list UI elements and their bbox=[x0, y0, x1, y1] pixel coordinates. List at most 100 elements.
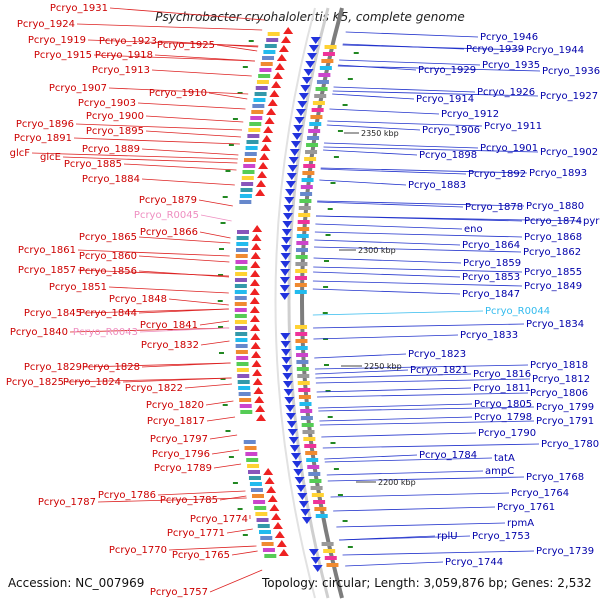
gene-label[interactable]: Pcryo_1840 bbox=[10, 327, 68, 338]
gene-label[interactable]: Pcryo_1861 bbox=[18, 245, 76, 256]
gene-label[interactable]: Pcryo_1849 bbox=[524, 281, 582, 292]
gene-label[interactable]: Pcryo_1883 bbox=[408, 180, 466, 191]
gene-label[interactable]: Pcryo_1898 bbox=[419, 150, 477, 161]
gene-label[interactable]: Pcryo_1893 bbox=[529, 168, 587, 179]
gene-label[interactable]: Pcryo_1913 bbox=[92, 65, 150, 76]
gene-label[interactable]: Pcryo_1805 bbox=[474, 399, 532, 410]
gene-label[interactable]: Pcryo_1753 bbox=[472, 531, 530, 542]
gene-label[interactable]: Pcryo_1919 bbox=[28, 35, 86, 46]
gene-label[interactable]: Pcryo_1806 bbox=[530, 388, 588, 399]
gene-label[interactable]: Pcryo_1798 bbox=[474, 412, 532, 423]
gene-label[interactable]: Pcryo_1911 bbox=[484, 121, 542, 132]
gene-label[interactable]: Pcryo_1926 bbox=[477, 87, 535, 98]
gene-label[interactable]: Pcryo_1822 bbox=[125, 383, 183, 394]
gene-label[interactable]: Pcryo_1868 bbox=[524, 232, 582, 243]
gene-label[interactable]: Pcryo_1821 bbox=[410, 365, 468, 376]
gene-label[interactable]: Pcryo_1892 bbox=[468, 169, 526, 180]
gene-label[interactable]: Pcryo_1860 bbox=[79, 251, 137, 262]
gene-label[interactable]: Pcryo_1789 bbox=[154, 463, 212, 474]
gene-label[interactable]: Pcryo_1900 bbox=[86, 111, 144, 122]
gene-label[interactable]: Pcryo_1874 bbox=[524, 216, 582, 227]
gene-label[interactable]: Pcryo_1770 bbox=[109, 545, 167, 556]
gene-label[interactable]: Pcryo_1811 bbox=[473, 383, 531, 394]
gene-label[interactable]: Pcryo_1862 bbox=[523, 247, 581, 258]
gene-label[interactable]: Pcryo_1757 bbox=[150, 587, 208, 598]
gene-label[interactable]: Pcryo_1907 bbox=[49, 83, 107, 94]
gene-label[interactable]: Pcryo_1939 bbox=[466, 44, 524, 55]
gene-label[interactable]: Pcryo_1784 bbox=[419, 450, 477, 461]
gene-label[interactable]: Pcryo_1812 bbox=[532, 374, 590, 385]
gene-label[interactable]: Pcryo_1851 bbox=[49, 282, 107, 293]
gene-label[interactable]: Pcryo_1833 bbox=[460, 330, 518, 341]
gene-label[interactable]: glcF bbox=[10, 148, 31, 159]
gene-label[interactable]: Pcryo_1825 bbox=[6, 377, 64, 388]
gene-label[interactable]: tatA bbox=[494, 453, 515, 464]
gene-label[interactable]: Pcryo_1820 bbox=[146, 400, 204, 411]
gene-label[interactable]: Pcryo_1889 bbox=[82, 144, 140, 155]
gene-label[interactable]: Pcryo_1764 bbox=[511, 488, 569, 499]
rna-label[interactable]: Pcryo_R0045 bbox=[134, 210, 199, 221]
gene-label[interactable]: Pcryo_1848 bbox=[109, 294, 167, 305]
gene-label[interactable]: Pcryo_1744 bbox=[445, 557, 503, 568]
gene-label[interactable]: pyrG bbox=[583, 216, 600, 227]
gene-label[interactable]: Pcryo_1935 bbox=[482, 60, 540, 71]
gene-label[interactable]: Pcryo_1828 bbox=[82, 362, 140, 373]
gene-label[interactable]: Pcryo_1818 bbox=[530, 360, 588, 371]
gene-label[interactable]: Pcryo_1903 bbox=[78, 98, 136, 109]
gene-label[interactable]: Pcryo_1845 bbox=[24, 308, 82, 319]
gene-label[interactable]: Pcryo_1891 bbox=[14, 133, 72, 144]
gene-label[interactable]: ampC bbox=[485, 466, 514, 477]
gene-label[interactable]: Pcryo_1856 bbox=[79, 266, 137, 277]
gene-label[interactable]: Pcryo_1797 bbox=[150, 434, 208, 445]
gene-label[interactable]: Pcryo_1864 bbox=[462, 240, 520, 251]
gene-label[interactable]: Pcryo_1901 bbox=[480, 143, 538, 154]
gene-label[interactable]: Pcryo_1823 bbox=[408, 349, 466, 360]
gene-label[interactable]: Pcryo_1765 bbox=[172, 550, 230, 561]
gene-label[interactable]: Pcryo_1796 bbox=[152, 449, 210, 460]
gene-label[interactable]: Pcryo_1929 bbox=[418, 65, 476, 76]
gene-label[interactable]: Pcryo_1879 bbox=[139, 195, 197, 206]
gene-label[interactable]: Pcryo_1791 bbox=[536, 416, 594, 427]
gene-label[interactable]: Pcryo_1914 bbox=[416, 94, 474, 105]
gene-label[interactable]: Pcryo_1927 bbox=[540, 91, 598, 102]
gene-label[interactable]: Pcryo_1910 bbox=[149, 88, 207, 99]
gene-label[interactable]: rpmA bbox=[507, 518, 534, 529]
gene-label[interactable]: Pcryo_1912 bbox=[441, 109, 499, 120]
rna-label[interactable]: Pcryo_R0044 bbox=[485, 306, 550, 317]
gene-label[interactable]: Pcryo_1936 bbox=[542, 66, 600, 77]
gene-label[interactable]: Pcryo_1925 bbox=[157, 40, 215, 51]
gene-label[interactable]: Pcryo_1786 bbox=[98, 490, 156, 501]
gene-label[interactable]: Pcryo_1739 bbox=[536, 546, 594, 557]
gene-label[interactable]: Pcryo_1790 bbox=[478, 428, 536, 439]
gene-label[interactable]: Pcryo_1799 bbox=[536, 402, 594, 413]
gene-label[interactable]: Pcryo_1859 bbox=[463, 258, 521, 269]
gene-label[interactable]: Pcryo_1902 bbox=[540, 147, 598, 158]
gene-label[interactable]: Pcryo_1946 bbox=[480, 32, 538, 43]
gene-label[interactable]: Pcryo_1841 bbox=[140, 320, 198, 331]
gene-label[interactable]: Pcryo_1824 bbox=[63, 377, 121, 388]
gene-label[interactable]: Pcryo_1923 bbox=[99, 36, 157, 47]
rna-label[interactable]: Pcryo_R0043 bbox=[73, 327, 138, 338]
gene-label[interactable]: Pcryo_1787 bbox=[38, 497, 96, 508]
gene-label[interactable]: Pcryo_1915 bbox=[34, 50, 92, 61]
gene-label[interactable]: Pcryo_1896 bbox=[16, 119, 74, 130]
gene-label[interactable]: glcE bbox=[40, 152, 61, 163]
gene-label[interactable]: Pcryo_1880 bbox=[526, 201, 584, 212]
gene-label[interactable]: Pcryo_1817 bbox=[147, 416, 205, 427]
gene-label[interactable]: Pcryo_1844 bbox=[79, 308, 137, 319]
gene-label[interactable]: Pcryo_1878 bbox=[465, 202, 523, 213]
gene-label[interactable]: Pcryo_1761 bbox=[497, 502, 555, 513]
gene-label[interactable]: Pcryo_1865 bbox=[79, 232, 137, 243]
gene-label[interactable]: Pcryo_1816 bbox=[473, 369, 531, 380]
gene-label[interactable]: Pcryo_1857 bbox=[18, 265, 76, 276]
gene-label[interactable]: Pcryo_1855 bbox=[524, 267, 582, 278]
gene-label[interactable]: Pcryo_1829 bbox=[24, 362, 82, 373]
gene-label[interactable]: Pcryo_1832 bbox=[141, 340, 199, 351]
gene-label[interactable]: Pcryo_1768 bbox=[526, 472, 584, 483]
gene-label[interactable]: Pcryo_1866 bbox=[140, 227, 198, 238]
gene-label[interactable]: Pcryo_1771 bbox=[167, 528, 225, 539]
gene-label[interactable]: Pcryo_1906 bbox=[422, 125, 480, 136]
gene-label[interactable]: eno bbox=[464, 224, 483, 235]
gene-label[interactable]: rplU bbox=[437, 531, 458, 542]
gene-label[interactable]: Pcryo_1853 bbox=[462, 272, 520, 283]
